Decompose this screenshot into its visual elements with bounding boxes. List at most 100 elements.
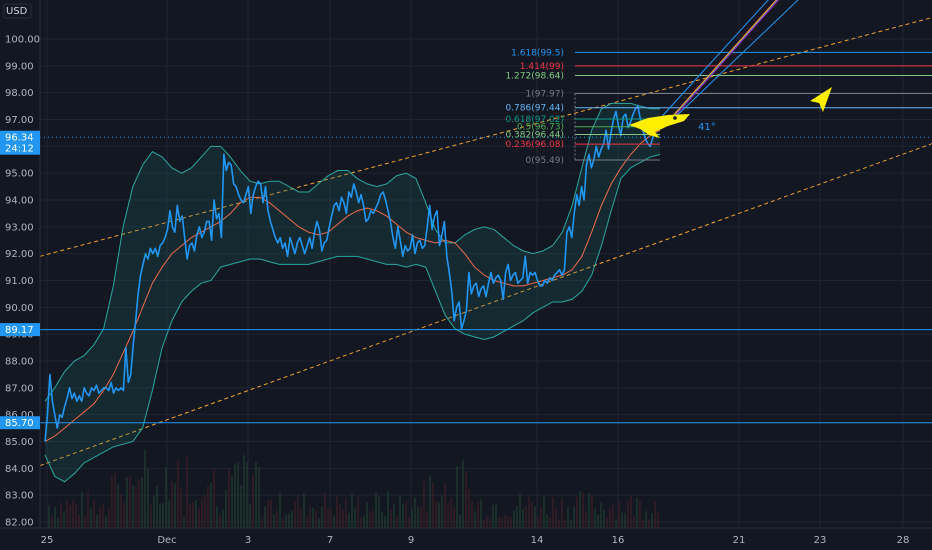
- volume-bar: [285, 514, 287, 528]
- volume-bar: [129, 476, 131, 528]
- volume-bar: [282, 518, 284, 528]
- volume-bar: [405, 501, 407, 528]
- volume-bar: [501, 517, 503, 528]
- volume-bar: [462, 460, 464, 528]
- volume-bar: [543, 496, 545, 528]
- volume-bar: [495, 504, 497, 528]
- price-tick-label: 99.00: [5, 61, 34, 72]
- volume-bar: [645, 511, 647, 528]
- volume-bar: [183, 516, 185, 528]
- price-tick-label: 83.00: [5, 491, 34, 502]
- fib-extension: 1.618(99.5) 1.414(99)1.272(98.64) 1(97.97)…: [505, 48, 932, 166]
- volume-bar: [150, 504, 152, 528]
- currency-button: [3, 3, 32, 19]
- volume-bar: [159, 503, 161, 528]
- volume-bar: [630, 494, 632, 528]
- fib-level-label: 0.786(97.44): [505, 104, 564, 114]
- volume-bar: [339, 503, 341, 528]
- volume-bar: [207, 485, 209, 528]
- volume-bar: [63, 511, 65, 528]
- fib-level-label: 1.618(99.5): [511, 48, 564, 58]
- cursor-arrow-icon: [810, 87, 832, 112]
- volume-bar: [633, 515, 635, 528]
- volume-bar: [96, 514, 98, 528]
- volume-bar: [171, 481, 173, 528]
- cursor-arrow-icon: [810, 87, 832, 112]
- volume-bar: [375, 492, 377, 528]
- time-axis-bg: [0, 528, 932, 550]
- time-tick-label: 3: [245, 535, 251, 546]
- price-tag-box: [0, 130, 40, 155]
- volume-bar: [219, 514, 221, 528]
- volume-bar: [315, 510, 317, 528]
- volume-bar: [570, 519, 572, 528]
- volume-bar: [606, 517, 608, 528]
- volume-bar: [651, 513, 653, 528]
- volume-bar: [414, 497, 416, 528]
- fib-level-label: 0.618(97.02): [505, 115, 564, 125]
- price-tick-label: 84.00: [5, 464, 34, 475]
- volume-bar: [360, 517, 362, 528]
- horizontal-lines: [40, 136, 932, 424]
- volume-bar: [330, 508, 332, 528]
- volume-bar: [522, 509, 524, 528]
- volume-bar: [225, 489, 227, 528]
- volume-bar: [426, 510, 428, 528]
- volume-bar: [654, 501, 656, 528]
- volume-bar: [237, 462, 239, 528]
- volume-bar: [510, 516, 512, 528]
- volume-bar: [468, 489, 470, 528]
- volume-bar: [639, 500, 641, 528]
- volume-bar: [234, 464, 236, 528]
- price-axis[interactable]: USD100.0099.0098.0097.0096.0095.0094.009…: [0, 0, 41, 550]
- volume-bar: [264, 505, 266, 528]
- volume-bar: [591, 493, 593, 528]
- volume-bar: [255, 462, 257, 528]
- time-tick-label: 25: [41, 535, 54, 546]
- volume-bar: [288, 513, 290, 528]
- volume-bar: [561, 498, 563, 528]
- fib-level-label: 1.414(99): [520, 62, 564, 72]
- volume-bar: [471, 501, 473, 528]
- volume-bar: [594, 508, 596, 528]
- volume-bar: [201, 497, 203, 528]
- volume-bar: [270, 499, 272, 528]
- volume-bar: [300, 509, 302, 528]
- volume-bar: [153, 495, 155, 528]
- volume-bar: [540, 507, 542, 528]
- volume-bar: [378, 496, 380, 528]
- volume-bar: [180, 487, 182, 528]
- volume-bar: [648, 519, 650, 528]
- volume-bar: [504, 515, 506, 528]
- arrow-trail-outline: [667, 0, 799, 125]
- price-tag-label: 89.17: [5, 325, 34, 336]
- price-tick-label: 98.00: [5, 88, 34, 99]
- rocket-window: [673, 116, 677, 120]
- volume-bar: [351, 493, 353, 528]
- volume-bar: [525, 506, 527, 528]
- volume-bar: [390, 509, 392, 528]
- volume-bar: [618, 501, 620, 528]
- lower-band-line: [44, 153, 661, 483]
- volume-bar: [102, 503, 104, 528]
- volume-bar: [84, 516, 86, 528]
- volume-bar: [516, 506, 518, 528]
- volume-bar: [597, 514, 599, 528]
- price-tick-label: 92.00: [5, 249, 34, 260]
- volume-bar: [348, 513, 350, 528]
- volume-bar: [585, 510, 587, 528]
- price-tick-label: 95.00: [5, 169, 34, 180]
- time-tick-label: Dec: [157, 535, 176, 546]
- volume-bar: [177, 461, 179, 528]
- volume-bar: [273, 513, 275, 528]
- volume-bar: [492, 505, 494, 528]
- volume-bar: [279, 491, 281, 528]
- volume-bar: [135, 486, 137, 528]
- volume-bar: [231, 475, 233, 528]
- time-axis[interactable]: 25 Dec 3 7 9 14 16 21 23 28: [0, 527, 932, 550]
- volume-bar: [417, 506, 419, 528]
- time-tick-label: 21: [733, 535, 746, 546]
- volume-bar: [384, 516, 386, 528]
